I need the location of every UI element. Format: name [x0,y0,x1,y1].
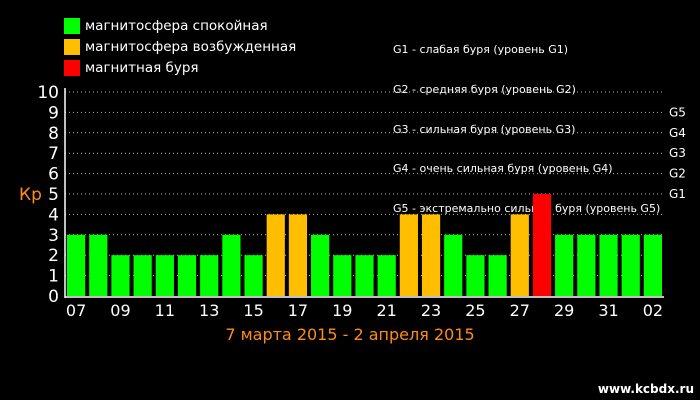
kp-bar [399,214,418,296]
legend-item-excited: магнитосфера возбужденная [64,39,296,55]
x-tick-label: 17 [288,301,308,320]
kp-bar [266,214,285,296]
x-tick-label: 25 [465,301,485,320]
legend-swatch-quiet [64,18,80,34]
kp-bar [444,234,463,296]
kp-bar [355,255,374,296]
x-tick-label: 02 [643,301,663,320]
y-tick-label: 5 [48,185,59,205]
y-tick-label: 6 [48,165,59,185]
x-axis-title: 7 марта 2015 - 2 апреля 2015 [225,325,474,344]
storm-level-tick-label: G4 [669,126,686,140]
storm-level-tick-label: G1 [669,187,686,201]
storm-level-g3: G3 - сильная буря (уровень G3) [393,122,576,136]
storm-level-tick-label: G2 [669,167,686,181]
y-tick-label: 9 [48,103,59,123]
x-tick-label: 07 [66,301,86,320]
legend-swatch-excited [64,39,80,55]
kp-bar [577,234,596,296]
y-tick-label: 4 [48,205,59,225]
x-tick-label: 15 [243,301,263,320]
y-tick-label: 0 [48,287,59,307]
x-tick-label: 13 [199,301,219,320]
kp-bar [177,255,197,296]
storm-level-tick-label: G3 [669,146,686,160]
kp-bar [466,255,485,296]
legend-label-storm: магнитная буря [85,60,199,76]
storm-level-g2: G2 - средняя буря (уровень G2) [393,83,576,97]
x-tick-label: 11 [155,301,175,320]
kp-bar [66,234,86,296]
storm-level-g4: G4 - очень сильная буря (уровень G4) [393,162,613,176]
x-tick-label: 19 [332,301,352,320]
storm-level-descriptions: G1 - слабая буря (уровень G1) G2 - средн… [393,17,660,241]
x-tick-label: 27 [510,301,530,320]
y-tick-label: 7 [48,144,59,164]
kp-bar [377,255,396,296]
kp-bar [599,234,618,296]
x-tick-label: 23 [421,301,441,320]
legend-swatch-storm [64,60,80,76]
storm-level-g1: G1 - слабая буря (уровень G1) [393,43,569,57]
legend-item-storm: магнитная буря [64,60,199,76]
kp-bar [333,255,352,296]
legend-label-excited: магнитосфера возбужденная [85,39,297,55]
y-tick-label: 2 [48,246,59,266]
x-tick-label: 29 [554,301,574,320]
storm-level-g5: G5 - экстремально сильная буря (уровень … [393,201,661,215]
kp-bar [421,214,441,296]
site-watermark: www.kcbdx.ru [597,382,694,396]
kp-bar [89,234,108,296]
kp-bar [510,214,529,296]
y-tick-label: 8 [48,124,59,144]
kp-bar [288,214,308,296]
y-tick-label: 10 [37,83,59,103]
kp-bar [532,194,552,296]
y-tick-label: 3 [48,226,59,246]
x-tick-label: 31 [598,301,618,320]
kp-bar [311,234,330,296]
storm-level-tick-label: G5 [669,105,686,119]
kp-bar [244,255,263,296]
kp-bar [155,255,174,296]
kp-bar [488,255,507,296]
kp-bar [200,255,219,296]
x-tick-label: 09 [110,301,130,320]
kp-bar [643,234,663,296]
y-tick-label: 1 [48,267,59,287]
kp-bar [621,234,640,296]
kp-bar [555,234,574,296]
x-tick-label: 21 [377,301,397,320]
kp-bar [133,255,152,296]
legend-item-quiet: магнитосфера спокойная [64,18,268,34]
kp-bar [111,255,130,296]
y-axis-title: Кр [19,185,42,205]
kp-bar [222,234,241,296]
legend-label-quiet: магнитосфера спокойная [85,18,268,34]
